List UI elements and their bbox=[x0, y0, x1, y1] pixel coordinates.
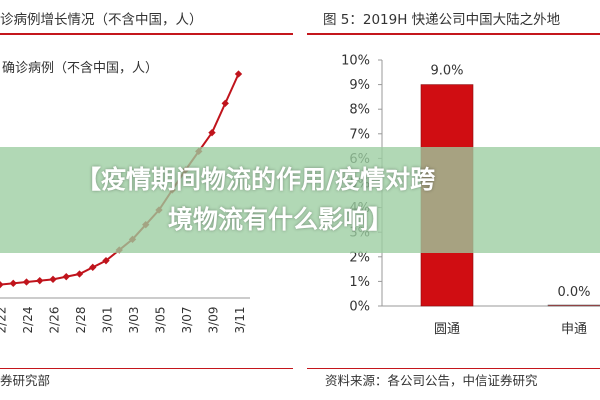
series-point bbox=[75, 270, 84, 278]
x-category-label: 申通 bbox=[561, 322, 587, 337]
series-point bbox=[62, 272, 70, 281]
bar bbox=[547, 304, 600, 307]
y-tick-label: 10% bbox=[341, 54, 370, 69]
line-chart-legend: 确诊病例（不含中国，人） bbox=[2, 60, 158, 76]
x-tick-label: 3/09 bbox=[207, 307, 221, 334]
left-source-rule bbox=[0, 368, 293, 369]
x-tick-label: 2/24 bbox=[21, 307, 35, 334]
x-tick-label: 3/07 bbox=[180, 307, 194, 334]
left-title-rule bbox=[0, 33, 293, 35]
x-tick-label: 3/11 bbox=[233, 307, 247, 334]
y-tick-label: 0% bbox=[349, 300, 370, 315]
right-title-rule bbox=[307, 33, 600, 35]
x-tick-label: 2/26 bbox=[48, 307, 62, 334]
x-tick-label: 3/03 bbox=[127, 307, 141, 334]
y-tick-label: 8% bbox=[349, 103, 370, 118]
y-tick-label: 1% bbox=[349, 275, 370, 290]
right-chart-title: 图 5：2019H 快递公司中国大陆之外地 bbox=[323, 12, 561, 28]
series-point bbox=[0, 280, 4, 289]
left-chart-title: 诊病例增长情况（不含中国，人） bbox=[0, 12, 203, 28]
y-tick-label: 7% bbox=[349, 127, 370, 142]
y-tick-label: 9% bbox=[349, 78, 370, 93]
left-chart-source: 券研究部 bbox=[0, 373, 51, 388]
bar-data-label: 0.0% bbox=[557, 285, 590, 300]
article-title: 【疫情期间物流的作用/疫情对跨 境物流有什么影响】 bbox=[60, 160, 600, 240]
bar-data-label: 9.0% bbox=[430, 64, 463, 79]
right-source-rule bbox=[307, 368, 600, 369]
right-chart-source: 资料来源：各公司公告，中信证券研究 bbox=[325, 373, 538, 388]
x-tick-label: 3/05 bbox=[154, 307, 168, 334]
x-tick-label: 3/01 bbox=[101, 307, 115, 334]
article-title-line-2: 境物流有什么影响】 bbox=[168, 205, 394, 234]
series-point bbox=[234, 70, 243, 78]
series-point bbox=[36, 276, 44, 285]
series-point bbox=[221, 99, 229, 108]
x-tick-label: 2/28 bbox=[74, 307, 88, 334]
y-tick-label: 2% bbox=[349, 250, 370, 265]
x-category-label: 圆通 bbox=[434, 322, 460, 337]
series-point bbox=[89, 263, 97, 272]
article-title-line-1: 【疫情期间物流的作用/疫情对跨 bbox=[76, 165, 436, 194]
series-point bbox=[22, 278, 31, 286]
x-tick-label: 2/22 bbox=[0, 307, 9, 334]
series-point bbox=[49, 275, 57, 284]
article-title-banner bbox=[0, 147, 600, 253]
series-point bbox=[9, 279, 17, 288]
